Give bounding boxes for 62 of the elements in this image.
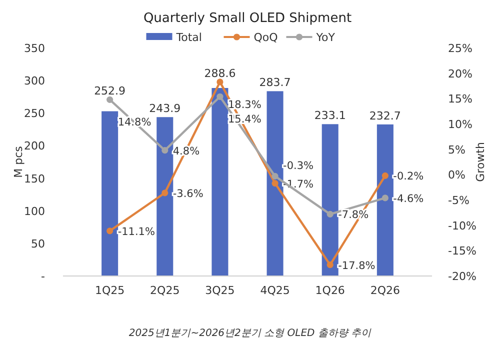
data-label: 252.9	[94, 84, 126, 98]
data-label: -0.2%	[393, 170, 424, 183]
data-label: 233.1	[314, 109, 346, 122]
data-label: -17.8%	[338, 260, 376, 272]
point	[162, 147, 168, 154]
bar	[156, 117, 174, 276]
y2-tick-label: 20%	[448, 67, 472, 80]
point	[106, 228, 114, 234]
y2-tick-label: 0%	[448, 168, 466, 182]
y-tick-label: 200	[24, 140, 45, 153]
y2-tick-label: -10%	[448, 219, 476, 232]
legend-label: YoY	[315, 31, 336, 44]
data-label: 288.6	[204, 66, 236, 80]
x-tick-label: 3Q25	[205, 284, 235, 297]
legend-label: QoQ	[254, 31, 278, 44]
point	[326, 210, 334, 218]
data-label: -11.1%	[118, 226, 155, 238]
data-label: -0.3%	[283, 160, 314, 172]
y-tick-label: -	[41, 270, 46, 283]
y-tick-label: 350	[24, 42, 45, 55]
y2-axis-title: Growth	[474, 142, 487, 182]
x-tick-label: 1Q26	[315, 284, 345, 297]
data-label: 14.8%	[118, 116, 152, 129]
y-tick-label: 50	[31, 237, 45, 250]
bar	[102, 111, 118, 276]
point	[382, 194, 388, 202]
bar	[322, 124, 338, 276]
data-label: 283.7	[259, 76, 291, 90]
y2-tick-label: 5%	[448, 143, 466, 156]
point	[326, 262, 334, 268]
y-tick-label: 100	[24, 204, 45, 218]
text: 2025년1분기~2026년2분기 소형 OLED 출하량 추이	[128, 328, 372, 339]
point	[216, 78, 224, 86]
chart-title: Quarterly Small OLED Shipment	[143, 11, 352, 26]
y2-tick-label: 25%	[448, 42, 472, 55]
bar	[212, 88, 228, 276]
y2-tick-label: -5%	[448, 194, 470, 207]
point	[272, 172, 278, 180]
point	[382, 172, 388, 179]
x-tick-label: 4Q25	[260, 284, 290, 297]
data-label: 232.7	[369, 109, 401, 122]
y2-tick-label: 10%	[448, 118, 472, 131]
bar	[266, 91, 284, 276]
point	[216, 93, 224, 100]
x-tick-label: 2Q26	[370, 284, 400, 297]
x-tick-label: 1Q25	[94, 284, 125, 297]
y-axis-title: M pcs	[12, 146, 25, 178]
y-tick-label: 150	[24, 172, 45, 186]
y2-tick-label: 15%	[448, 92, 472, 106]
y-tick-label: 250	[24, 107, 45, 120]
point	[272, 180, 278, 187]
y2-tick-label: -15%	[448, 244, 476, 258]
point	[106, 96, 114, 103]
y2-tick-label: -20%	[448, 270, 476, 283]
x-tick-label: 2Q25	[150, 284, 180, 297]
point	[162, 190, 168, 196]
data-label: -3.6%	[172, 188, 204, 200]
y-tick-label: 300	[24, 74, 45, 88]
data-label: -4.6%	[393, 192, 424, 205]
legend-label: Total	[175, 31, 202, 44]
data-label: 243.9	[149, 102, 181, 116]
bar	[376, 124, 394, 276]
